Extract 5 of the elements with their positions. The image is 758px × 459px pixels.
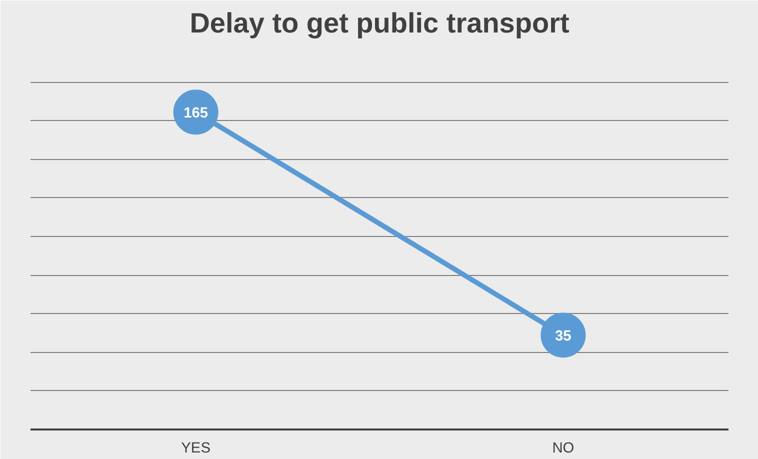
x-tick-label: NO [552, 440, 574, 456]
data-label: 165 [184, 106, 208, 122]
data-label: 35 [555, 328, 572, 345]
chart-title: Delay to get public transport [190, 8, 570, 38]
x-tick-label: YES [181, 440, 211, 456]
